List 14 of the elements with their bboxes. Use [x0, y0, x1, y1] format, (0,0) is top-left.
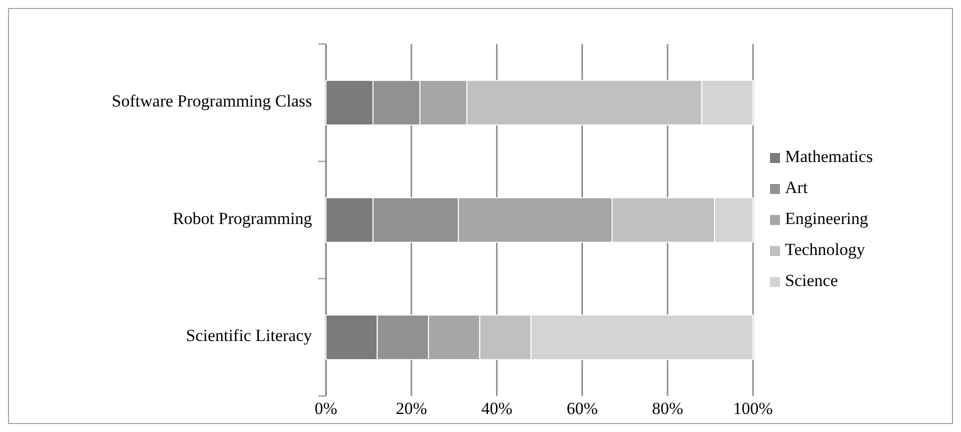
x-tick-label: 80%: [652, 399, 684, 418]
y-tick-label: Scientific Literacy: [186, 326, 312, 346]
y-tick-label: Robot Programming: [172, 208, 312, 228]
legend-label: Engineering: [785, 208, 869, 228]
legend-label: Technology: [785, 240, 866, 259]
y-tick-label: Software Programming Class: [112, 92, 312, 111]
x-tick-label: 100%: [733, 399, 773, 418]
x-tick-label: 60%: [566, 399, 598, 418]
legend-label: Science: [785, 270, 838, 290]
x-tick-label: 40%: [481, 399, 512, 418]
legend-label: Mathematics: [785, 146, 873, 166]
x-tick-label: 20%: [396, 399, 427, 418]
x-tick-label: 0%: [314, 399, 338, 418]
legend-label: Art: [785, 178, 808, 197]
